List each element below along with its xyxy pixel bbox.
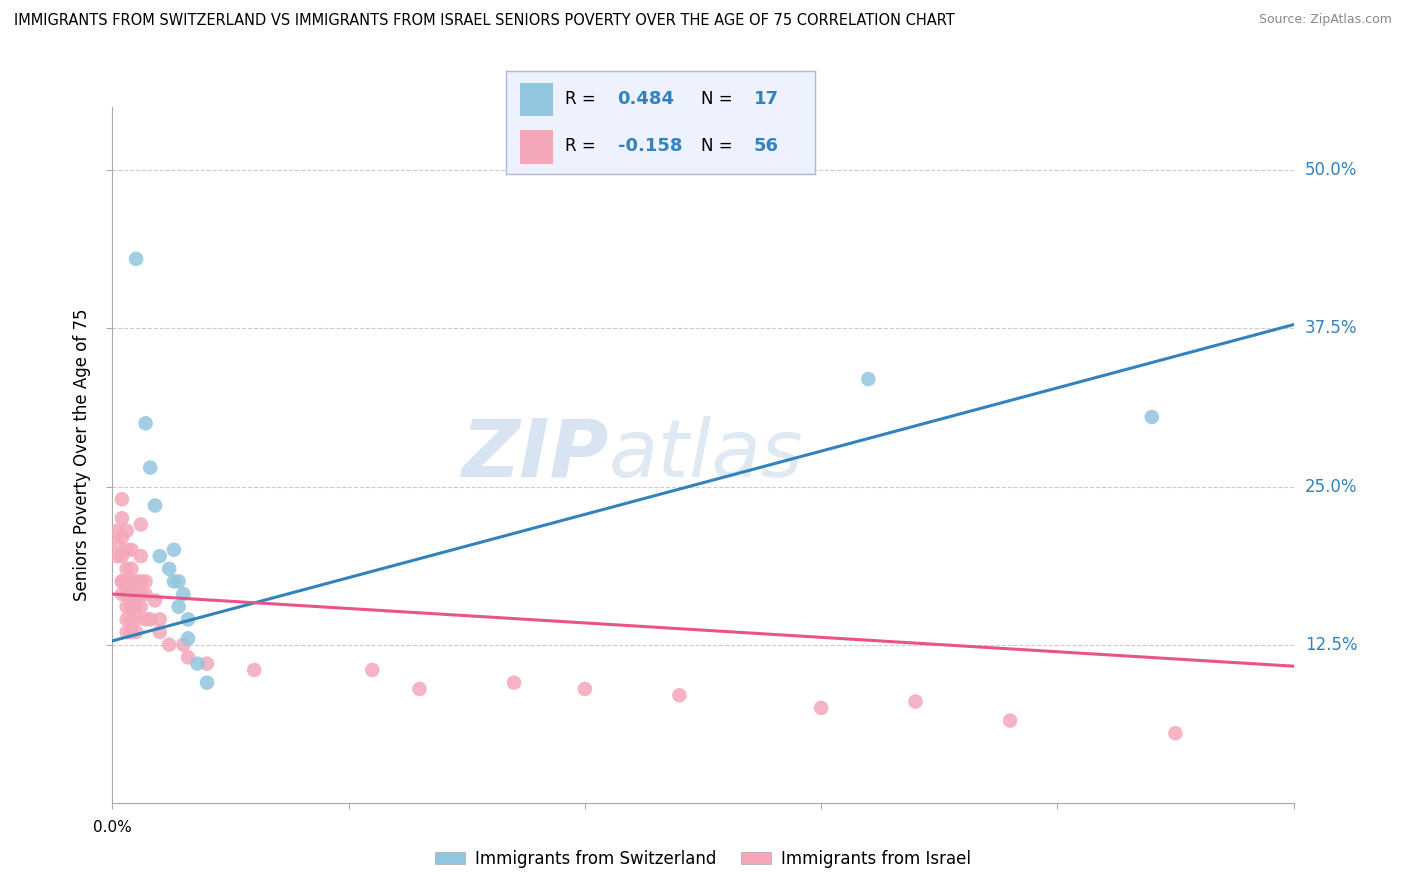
Point — [115, 587, 138, 601]
Point — [408, 681, 430, 696]
Point — [125, 625, 148, 640]
Point — [157, 562, 180, 576]
Point — [163, 574, 186, 589]
Point — [129, 517, 152, 532]
Point — [120, 574, 142, 589]
Text: 12.5%: 12.5% — [1305, 636, 1357, 654]
FancyBboxPatch shape — [519, 81, 553, 117]
Point — [143, 499, 166, 513]
Text: 50.0%: 50.0% — [1305, 161, 1357, 179]
Point — [998, 714, 1021, 728]
Point — [163, 542, 186, 557]
Text: 25.0%: 25.0% — [1305, 477, 1357, 496]
Point — [1140, 409, 1163, 424]
Point — [149, 625, 172, 640]
Point — [111, 587, 134, 601]
Point — [135, 574, 157, 589]
Text: 37.5%: 37.5% — [1305, 319, 1357, 337]
Point — [111, 549, 134, 563]
Point — [129, 549, 152, 563]
Point — [904, 695, 927, 709]
Point — [111, 511, 134, 525]
Point — [195, 657, 218, 671]
Point — [115, 612, 138, 626]
Point — [120, 562, 142, 576]
Point — [1164, 726, 1187, 740]
Point — [125, 574, 148, 589]
Text: -0.158: -0.158 — [617, 137, 682, 155]
Point — [115, 542, 138, 557]
Text: 0.484: 0.484 — [617, 90, 675, 108]
Text: 0.0%: 0.0% — [93, 821, 132, 835]
Point — [125, 252, 148, 266]
Text: N =: N = — [702, 137, 738, 155]
Point — [503, 675, 526, 690]
Text: 17: 17 — [754, 90, 779, 108]
Point — [135, 587, 157, 601]
Point — [115, 574, 138, 589]
Point — [135, 612, 157, 626]
Point — [111, 530, 134, 544]
Point — [167, 599, 190, 614]
Point — [129, 587, 152, 601]
Text: R =: R = — [565, 137, 600, 155]
Point — [172, 587, 194, 601]
Point — [115, 625, 138, 640]
Point — [125, 587, 148, 601]
Point — [129, 599, 152, 614]
Point — [167, 574, 190, 589]
Point — [139, 460, 162, 475]
Legend: Immigrants from Switzerland, Immigrants from Israel: Immigrants from Switzerland, Immigrants … — [429, 844, 977, 875]
Point — [668, 688, 690, 702]
Point — [139, 612, 162, 626]
FancyBboxPatch shape — [519, 128, 553, 163]
Point — [125, 612, 148, 626]
Point — [129, 574, 152, 589]
Point — [105, 549, 128, 563]
Point — [172, 638, 194, 652]
Point — [115, 562, 138, 576]
Text: atlas: atlas — [609, 416, 803, 494]
Point — [120, 625, 142, 640]
Text: N =: N = — [702, 90, 738, 108]
Point — [810, 701, 832, 715]
Point — [120, 542, 142, 557]
Text: R =: R = — [565, 90, 600, 108]
Point — [115, 524, 138, 538]
Text: ZIP: ZIP — [461, 416, 609, 494]
Point — [186, 657, 208, 671]
Point — [120, 599, 142, 614]
Point — [149, 549, 172, 563]
Y-axis label: Seniors Poverty Over the Age of 75: Seniors Poverty Over the Age of 75 — [73, 309, 91, 601]
Point — [361, 663, 384, 677]
Point — [120, 612, 142, 626]
Point — [143, 593, 166, 607]
Point — [111, 492, 134, 507]
Text: IMMIGRANTS FROM SWITZERLAND VS IMMIGRANTS FROM ISRAEL SENIORS POVERTY OVER THE A: IMMIGRANTS FROM SWITZERLAND VS IMMIGRANT… — [14, 13, 955, 29]
Point — [111, 574, 134, 589]
Point — [115, 599, 138, 614]
Point — [105, 536, 128, 550]
Point — [120, 587, 142, 601]
Point — [157, 638, 180, 652]
Point — [177, 650, 200, 665]
Point — [135, 417, 157, 431]
Point — [177, 632, 200, 646]
Point — [105, 524, 128, 538]
Text: 56: 56 — [754, 137, 779, 155]
Text: Source: ZipAtlas.com: Source: ZipAtlas.com — [1258, 13, 1392, 27]
Point — [125, 599, 148, 614]
Point — [243, 663, 266, 677]
Point — [111, 574, 134, 589]
Point — [858, 372, 880, 386]
Point — [574, 681, 596, 696]
Point — [177, 612, 200, 626]
Point — [149, 612, 172, 626]
Point — [195, 675, 218, 690]
